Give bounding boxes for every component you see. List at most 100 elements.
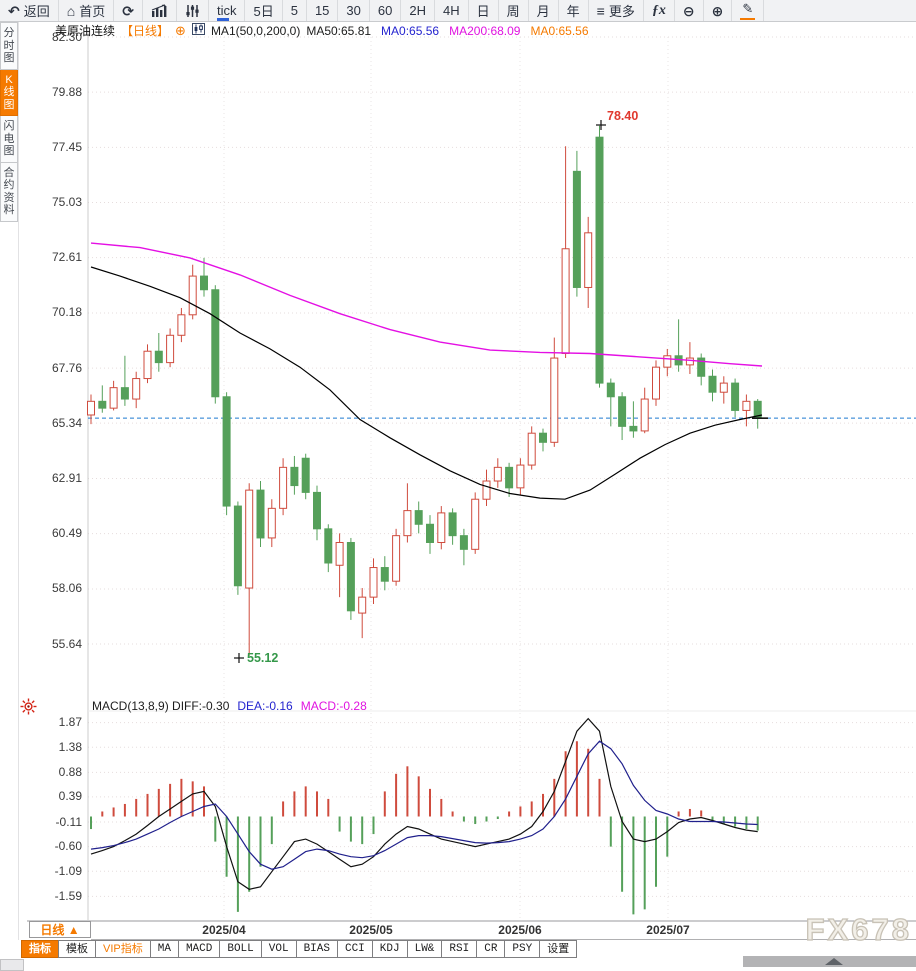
candle-body [403,510,412,537]
zoom-in-button[interactable]: ⊕ [704,0,733,21]
period-day-button[interactable]: 日 [469,0,499,21]
draw-button[interactable]: ✎ [732,0,765,21]
bottom-tab-PSY[interactable]: PSY [504,940,541,958]
sidebar-tab-3[interactable]: 闪电图 [0,116,18,163]
period-60m-button[interactable]: 60 [370,0,402,21]
price-tick-label: 82.30 [51,29,82,44]
active-chart-type-indicator [217,18,229,21]
month-label: 2025/07 [646,923,690,937]
candle-body [380,567,389,582]
ma200-line [90,242,763,367]
bottom-tab-MACD[interactable]: MACD [177,940,221,958]
period-year-button[interactable]: 年 [559,0,589,21]
tick-period-button[interactable]: tick [209,0,246,21]
sidebar-tab-1[interactable]: 分时图 [0,22,18,70]
candle-body [482,480,491,500]
month-label: 2025/06 [498,923,542,937]
zoom-in-icon: ⊕ [711,2,724,19]
indicator-settings-sun-icon[interactable] [20,698,37,715]
add-compare-icon[interactable]: ⊕ [175,22,186,38]
macd-params: MACD(13,8,9) DIFF:-0.30 [92,699,230,713]
candle-body [606,382,615,398]
refresh-button[interactable]: ⟳ [114,0,143,21]
home-button[interactable]: ⌂ 首页 [59,0,115,21]
more-button[interactable]: ≡ 更多 [589,0,644,21]
period-2h-button[interactable]: 2H [401,0,435,21]
candle-body [527,432,536,466]
price-tick-label: 55.64 [51,636,82,651]
sidebar-divider [18,22,19,940]
macd-dea-line [90,740,758,870]
back-button[interactable]: ↶ 返回 [0,0,59,21]
candle-body [742,400,751,411]
candle-body [663,355,672,368]
fx-icon: ƒx [651,2,666,18]
candle-body [392,535,401,582]
period-15m-button[interactable]: 15 [307,0,339,21]
candle-body [731,382,740,411]
bottom-tab-模板[interactable]: 模板 [58,940,96,958]
candle-body [561,248,570,355]
candle-body [426,523,434,543]
bottom-tab-CR[interactable]: CR [476,940,506,958]
period-5d-button[interactable]: 5日 [245,0,283,21]
candle-body [640,398,649,432]
period-selector-button[interactable]: 日线 ▲ [29,921,91,938]
bottom-tab-指标[interactable]: 指标 [21,940,59,958]
month-label: 2025/04 [202,923,246,937]
bottom-tab-设置[interactable]: 设置 [539,940,578,958]
period-month-button[interactable]: 月 [529,0,559,21]
ma-value-2: MA0:65.56 [381,23,440,38]
candle-body [301,457,310,493]
period-day-button-label: 日 [476,4,490,19]
candle-body [708,375,717,393]
horizontal-scrollbar[interactable] [743,956,916,967]
home-icon: ⌂ [66,2,76,19]
bottom-tab-VIP指标[interactable]: VIP指标 [95,940,151,958]
bottom-tab-BIAS[interactable]: BIAS [295,940,338,958]
bottom-tab-VOL[interactable]: VOL [260,940,297,958]
period-30m-button[interactable]: 30 [338,0,370,21]
back-button-label: 返回 [23,4,50,19]
chart-legend: 美原油连续 【日线】 ⊕ MA1(50,0,200,0) MA50:65.81 M… [55,22,589,39]
period-week-button[interactable]: 周 [499,0,529,21]
zoom-out-button[interactable]: ⊖ [675,0,704,21]
menu-icon: ≡ [596,2,605,19]
candle-chart-mini-icon[interactable] [191,23,205,38]
candle-body [595,136,604,384]
candle-body [256,489,265,539]
bottom-tab-KDJ[interactable]: KDJ [371,940,408,958]
bottom-tab-BOLL[interactable]: BOLL [219,940,262,958]
candle-body [516,464,525,489]
macd-tick-label: -1.59 [54,888,82,903]
candle-body [505,466,514,489]
candle-body [324,528,333,564]
tick-period-button-label: tick [216,3,237,18]
bottom-tab-RSI[interactable]: RSI [441,940,478,958]
indicator-tab-bar: 指标 模板 VIP指标 MA MACD BOLL VOL BIAS CCI KDJ LW& RSI CR… [21,940,578,958]
bottom-tab-CCI[interactable]: CCI [336,940,373,958]
timeline-chart-button[interactable] [143,0,177,21]
bottom-tab-LW&[interactable]: LW& [406,940,443,958]
period-5m-button[interactable]: 5 [283,0,307,21]
macd-macd-value: MACD:-0.28 [300,699,367,713]
candle-body [369,567,378,598]
ma-settings: MA1(50,0,200,0) [210,23,301,38]
bar-chart-icon [151,3,168,18]
macd-tick-label: 1.87 [58,715,82,730]
sidebar-tab-2[interactable]: K线图 [0,69,18,116]
candle-chart-button[interactable] [177,0,209,21]
price-tick-label: 75.03 [51,195,82,210]
scrollbar-arrow-icon[interactable] [825,958,843,965]
candle-body [313,491,321,530]
indicator-fx-button[interactable]: ƒx [644,0,675,21]
low-price-label: 55.12 [247,651,279,665]
period-4h-button[interactable]: 4H [435,0,469,21]
candle-body [200,275,208,291]
candle-body [143,350,152,380]
bottom-tab-MA[interactable]: MA [149,940,179,958]
sidebar-tab-4[interactable]: 合约资料 [0,162,18,222]
price-tick-label: 70.18 [51,305,82,320]
candle-body [437,512,446,543]
